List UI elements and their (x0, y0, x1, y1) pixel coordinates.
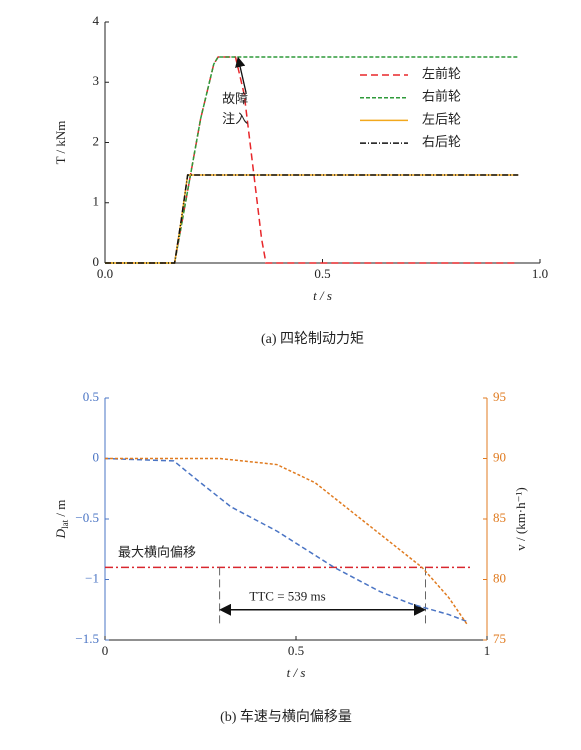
ttc-label: TTC = 539 ms (249, 589, 325, 604)
legend-label: 左后轮 (422, 111, 461, 126)
series-line (105, 174, 519, 264)
y-tick-label: −1 (85, 570, 99, 585)
caption: (a) 四轮制动力矩 (261, 331, 364, 347)
y2-tick-label: 75 (493, 631, 506, 646)
y-tick-label: 1 (93, 194, 100, 209)
y-tick-label: 0.5 (83, 389, 99, 404)
y-tick-label: 0 (93, 254, 100, 269)
y-tick-label: 0 (93, 449, 100, 464)
x-axis-label: t / s (313, 288, 332, 303)
y-tick-label: 2 (93, 133, 100, 148)
y-tick-label: −1.5 (75, 631, 99, 646)
y2-tick-label: 90 (493, 449, 506, 464)
series-line (105, 56, 519, 264)
y-tick-label: −0.5 (75, 510, 99, 525)
caption: (b) 车速与横向偏移量 (220, 708, 352, 725)
x-tick-label: 0.5 (314, 266, 330, 281)
legend-label: 右前轮 (422, 89, 461, 104)
threshold-label: 最大横向偏移 (118, 544, 196, 559)
series-line (105, 56, 519, 264)
y-tick-label: 3 (93, 73, 100, 88)
x-tick-label: 1.0 (532, 266, 548, 281)
annotation-arrow (235, 56, 247, 94)
series-line (105, 457, 469, 626)
y-axis-label-unit: / m (53, 500, 68, 520)
x-tick-label: 0.0 (97, 266, 113, 281)
y-axis-label-main: D (53, 528, 68, 539)
legend-label: 右后轮 (422, 134, 461, 149)
annotation-text: 故障 (222, 91, 248, 106)
y2-tick-label: 80 (493, 570, 506, 585)
y2-tick-label: 95 (493, 389, 506, 404)
x-tick-label: 0.5 (288, 643, 304, 658)
y-axis-label: T / kNm (53, 121, 68, 165)
y-axis-label: Dlat / m (53, 500, 70, 540)
y-axis-label-sub: lat (60, 519, 70, 528)
series-line (104, 457, 469, 623)
x-tick-label: 1 (484, 643, 491, 658)
y2-axis-label: v / (km·h⁻¹) (513, 487, 528, 550)
y-tick-label: 4 (93, 13, 100, 28)
annotation-text: 注入 (222, 111, 248, 126)
x-axis-label: t / s (287, 665, 306, 680)
series-line (105, 174, 519, 264)
y2-tick-label: 85 (493, 510, 506, 525)
x-tick-label: 0 (102, 643, 109, 658)
legend-label: 左前轮 (422, 66, 461, 81)
